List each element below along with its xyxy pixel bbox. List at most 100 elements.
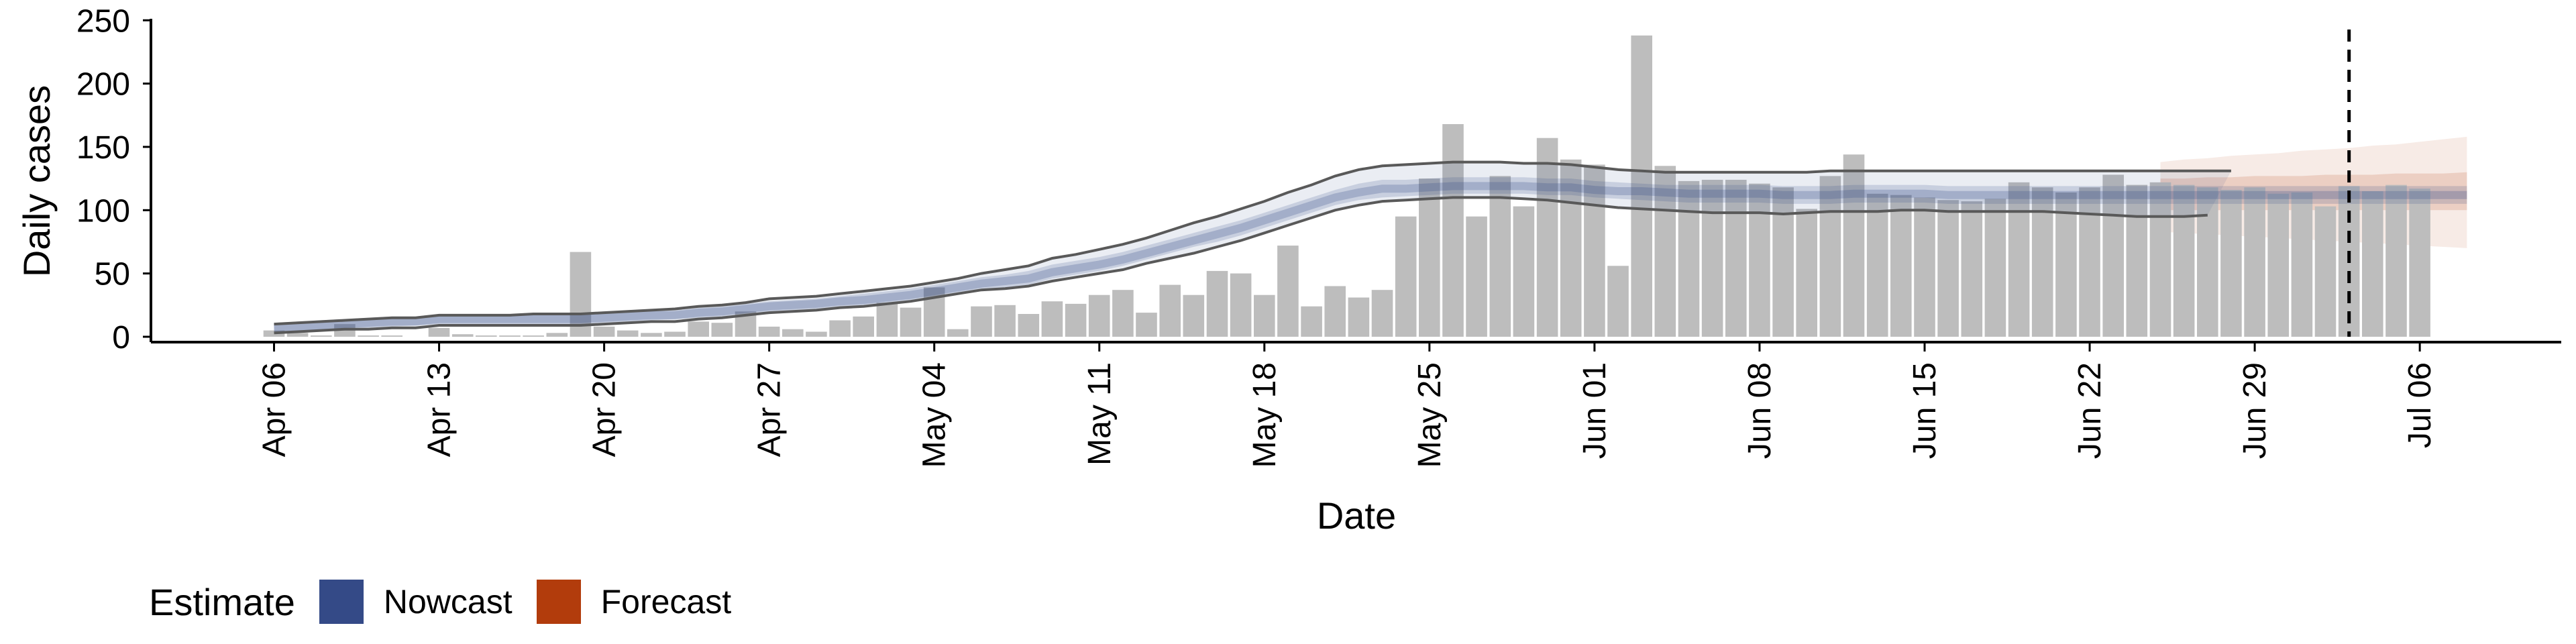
bar-2020-06-29 [2244, 187, 2265, 337]
upper-interval-line [274, 160, 2231, 326]
bar-2020-06-30 [2267, 193, 2289, 337]
y-axis-label: Daily cases [15, 85, 58, 277]
bar-2020-06-27 [2197, 187, 2218, 337]
legend-item-forecast: Forecast [536, 580, 732, 624]
bar-2020-04-14 [451, 334, 474, 337]
bar-2020-05-13 [1136, 313, 1157, 337]
legend-swatch-forecast [536, 580, 581, 624]
bar-2020-06-19 [2008, 182, 2030, 337]
x-tick-label-3: Apr 27 [752, 362, 788, 457]
x-tick-label-4: May 04 [917, 362, 953, 468]
bar-2020-06-17 [1961, 201, 1983, 337]
bar-2020-06-23 [2102, 174, 2124, 337]
x-tick-label-7: May 25 [1412, 362, 1448, 468]
bar-2020-04-30 [829, 320, 851, 337]
bar-2020-05-09 [1041, 301, 1063, 337]
bar-2020-05-01 [853, 316, 874, 337]
bar-2020-04-27 [758, 326, 780, 337]
x-ticks: Apr 06 Apr 13 Apr 20 Apr 27 May 04 May 11 May … [257, 342, 2438, 468]
bar-2020-04-08 [311, 335, 332, 337]
bar-2020-05-08 [1018, 314, 1040, 337]
bar-2020-05-30 [1536, 138, 1558, 337]
nowcast-outer-area [274, 162, 2231, 333]
bar-2020-05-20 [1301, 306, 1322, 337]
bar-2020-04-11 [381, 335, 402, 337]
bar-2020-06-02 [1607, 266, 1629, 337]
bar-2020-04-15 [476, 335, 497, 337]
nowcast-median-line [274, 182, 2467, 332]
bar-2020-06-06 [1701, 180, 1723, 337]
bar-2020-05-22 [1348, 297, 1370, 337]
bar-2020-04-18 [546, 333, 568, 337]
bar-2020-04-07 [286, 333, 309, 337]
legend-label-forecast: Forecast [600, 583, 732, 621]
nowcast-outer-band [274, 162, 2231, 333]
bar-2020-05-06 [971, 306, 992, 337]
bar-2020-06-01 [1584, 164, 1605, 337]
axes-group [150, 19, 2561, 343]
bar-2020-06-07 [1725, 180, 1747, 337]
bar-2020-04-24 [688, 321, 709, 337]
y-tick-label-200: 200 [76, 67, 130, 103]
bar-2020-06-08 [1749, 183, 1770, 337]
nowcast-inner-area [274, 177, 2467, 333]
nowcast-interval-lines [274, 160, 2231, 335]
y-ticks: 0 50 100 150 200 250 [76, 3, 151, 356]
bar-2020-05-21 [1324, 286, 1346, 337]
bar-2020-05-11 [1088, 294, 1110, 337]
bar-2020-06-25 [2149, 182, 2171, 337]
bar-2020-04-20 [593, 326, 615, 337]
x-tick-label-2: Apr 20 [587, 362, 623, 457]
bar-2020-05-19 [1277, 246, 1299, 337]
bar-2020-04-21 [616, 330, 639, 337]
bar-2020-06-05 [1678, 180, 1700, 337]
x-tick-label-6: May 18 [1247, 362, 1283, 468]
bar-2020-07-01 [2291, 192, 2313, 337]
x-tick-label-5: May 11 [1082, 362, 1118, 466]
bar-2020-06-26 [2173, 184, 2195, 337]
x-axis-label: Date [1317, 494, 1396, 537]
bar-2020-04-29 [806, 331, 827, 337]
x-tick-label-8: Jun 01 [1577, 362, 1613, 459]
bar-2020-05-18 [1254, 294, 1275, 337]
bar-2020-06-13 [1866, 193, 1888, 337]
bar-2020-07-05 [2385, 184, 2407, 337]
y-tick-label-150: 150 [76, 130, 130, 166]
bar-2020-07-06 [2409, 189, 2430, 337]
bar-2020-06-18 [1984, 199, 2006, 337]
bar-2020-06-15 [1914, 197, 1935, 337]
legend-item-nowcast: Nowcast [319, 580, 513, 624]
bar-2020-05-26 [1442, 124, 1464, 337]
bar-2020-05-23 [1371, 290, 1393, 337]
bar-2020-05-25 [1419, 178, 1440, 337]
bar-2020-05-12 [1112, 290, 1134, 337]
bar-2020-06-28 [2220, 190, 2242, 337]
bars-group [263, 35, 2430, 337]
x-tick-label-1: Apr 13 [422, 362, 458, 457]
bar-2020-06-14 [1890, 195, 1912, 337]
legend: Estimate Nowcast Forecast [149, 578, 755, 625]
y-tick-label-250: 250 [76, 3, 130, 39]
y-tick-label-50: 50 [95, 257, 130, 292]
legend-swatch-nowcast [319, 580, 364, 624]
bar-2020-04-25 [711, 323, 733, 337]
bar-2020-06-09 [1772, 187, 1794, 337]
bar-2020-05-28 [1489, 176, 1511, 337]
bar-2020-05-14 [1159, 284, 1181, 337]
bar-2020-05-15 [1183, 294, 1205, 337]
bar-2020-04-22 [641, 333, 662, 337]
y-tick-label-100: 100 [76, 193, 130, 229]
bar-2020-07-04 [2362, 191, 2383, 337]
nowcast-inner-band [274, 177, 2467, 333]
lower-interval-line [274, 196, 2208, 335]
legend-title: Estimate [149, 580, 295, 623]
bar-2020-04-16 [499, 335, 521, 337]
bar-2020-06-21 [2055, 192, 2077, 337]
x-tick-label-9: Jun 08 [1742, 362, 1778, 459]
bar-2020-05-17 [1230, 273, 1252, 337]
bar-2020-06-16 [1937, 200, 1959, 337]
x-tick-label-12: Jun 29 [2237, 362, 2273, 459]
bar-2020-05-03 [900, 307, 922, 337]
bar-2020-04-28 [782, 329, 804, 337]
